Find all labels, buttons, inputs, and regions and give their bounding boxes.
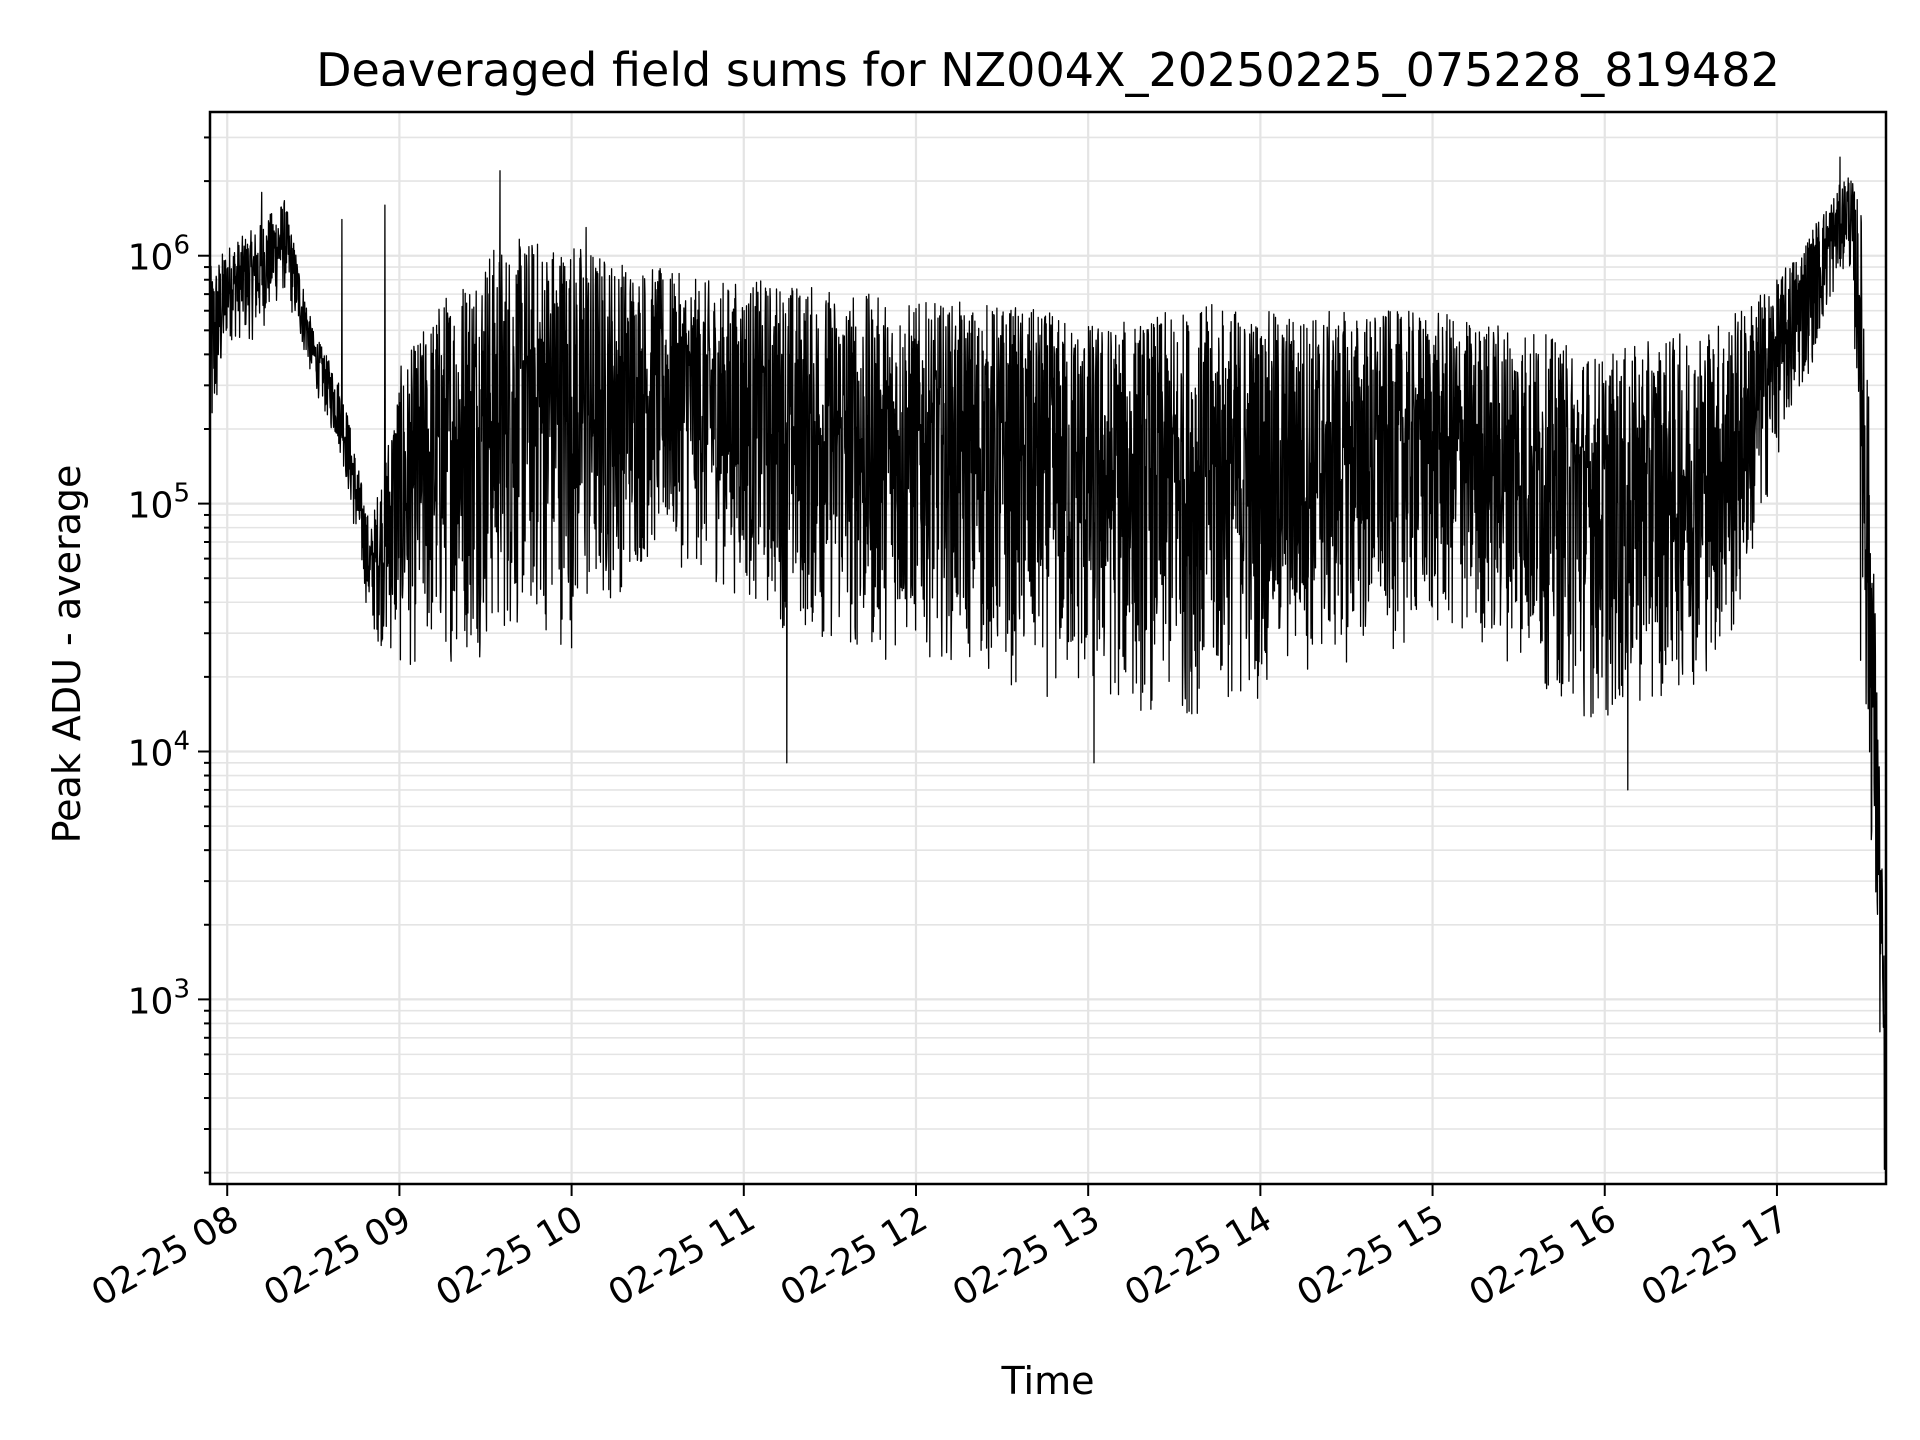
y-tick-label: 106	[128, 231, 190, 279]
y-tick-label: 105	[128, 479, 190, 527]
y-axis-label: Peak ADU - average	[45, 465, 89, 844]
chart-title: Deaveraged field sums for NZ004X_2025022…	[316, 43, 1780, 97]
y-tick-label: 104	[128, 727, 190, 775]
plot-frame	[208, 110, 1888, 1186]
x-axis-label: Time	[1001, 1359, 1095, 1403]
data-line	[209, 156, 1887, 1170]
y-tick-label: 103	[128, 974, 190, 1022]
y-axis-ticks: 103 104 105 106	[128, 136, 210, 1174]
series-line	[209, 156, 1887, 1170]
